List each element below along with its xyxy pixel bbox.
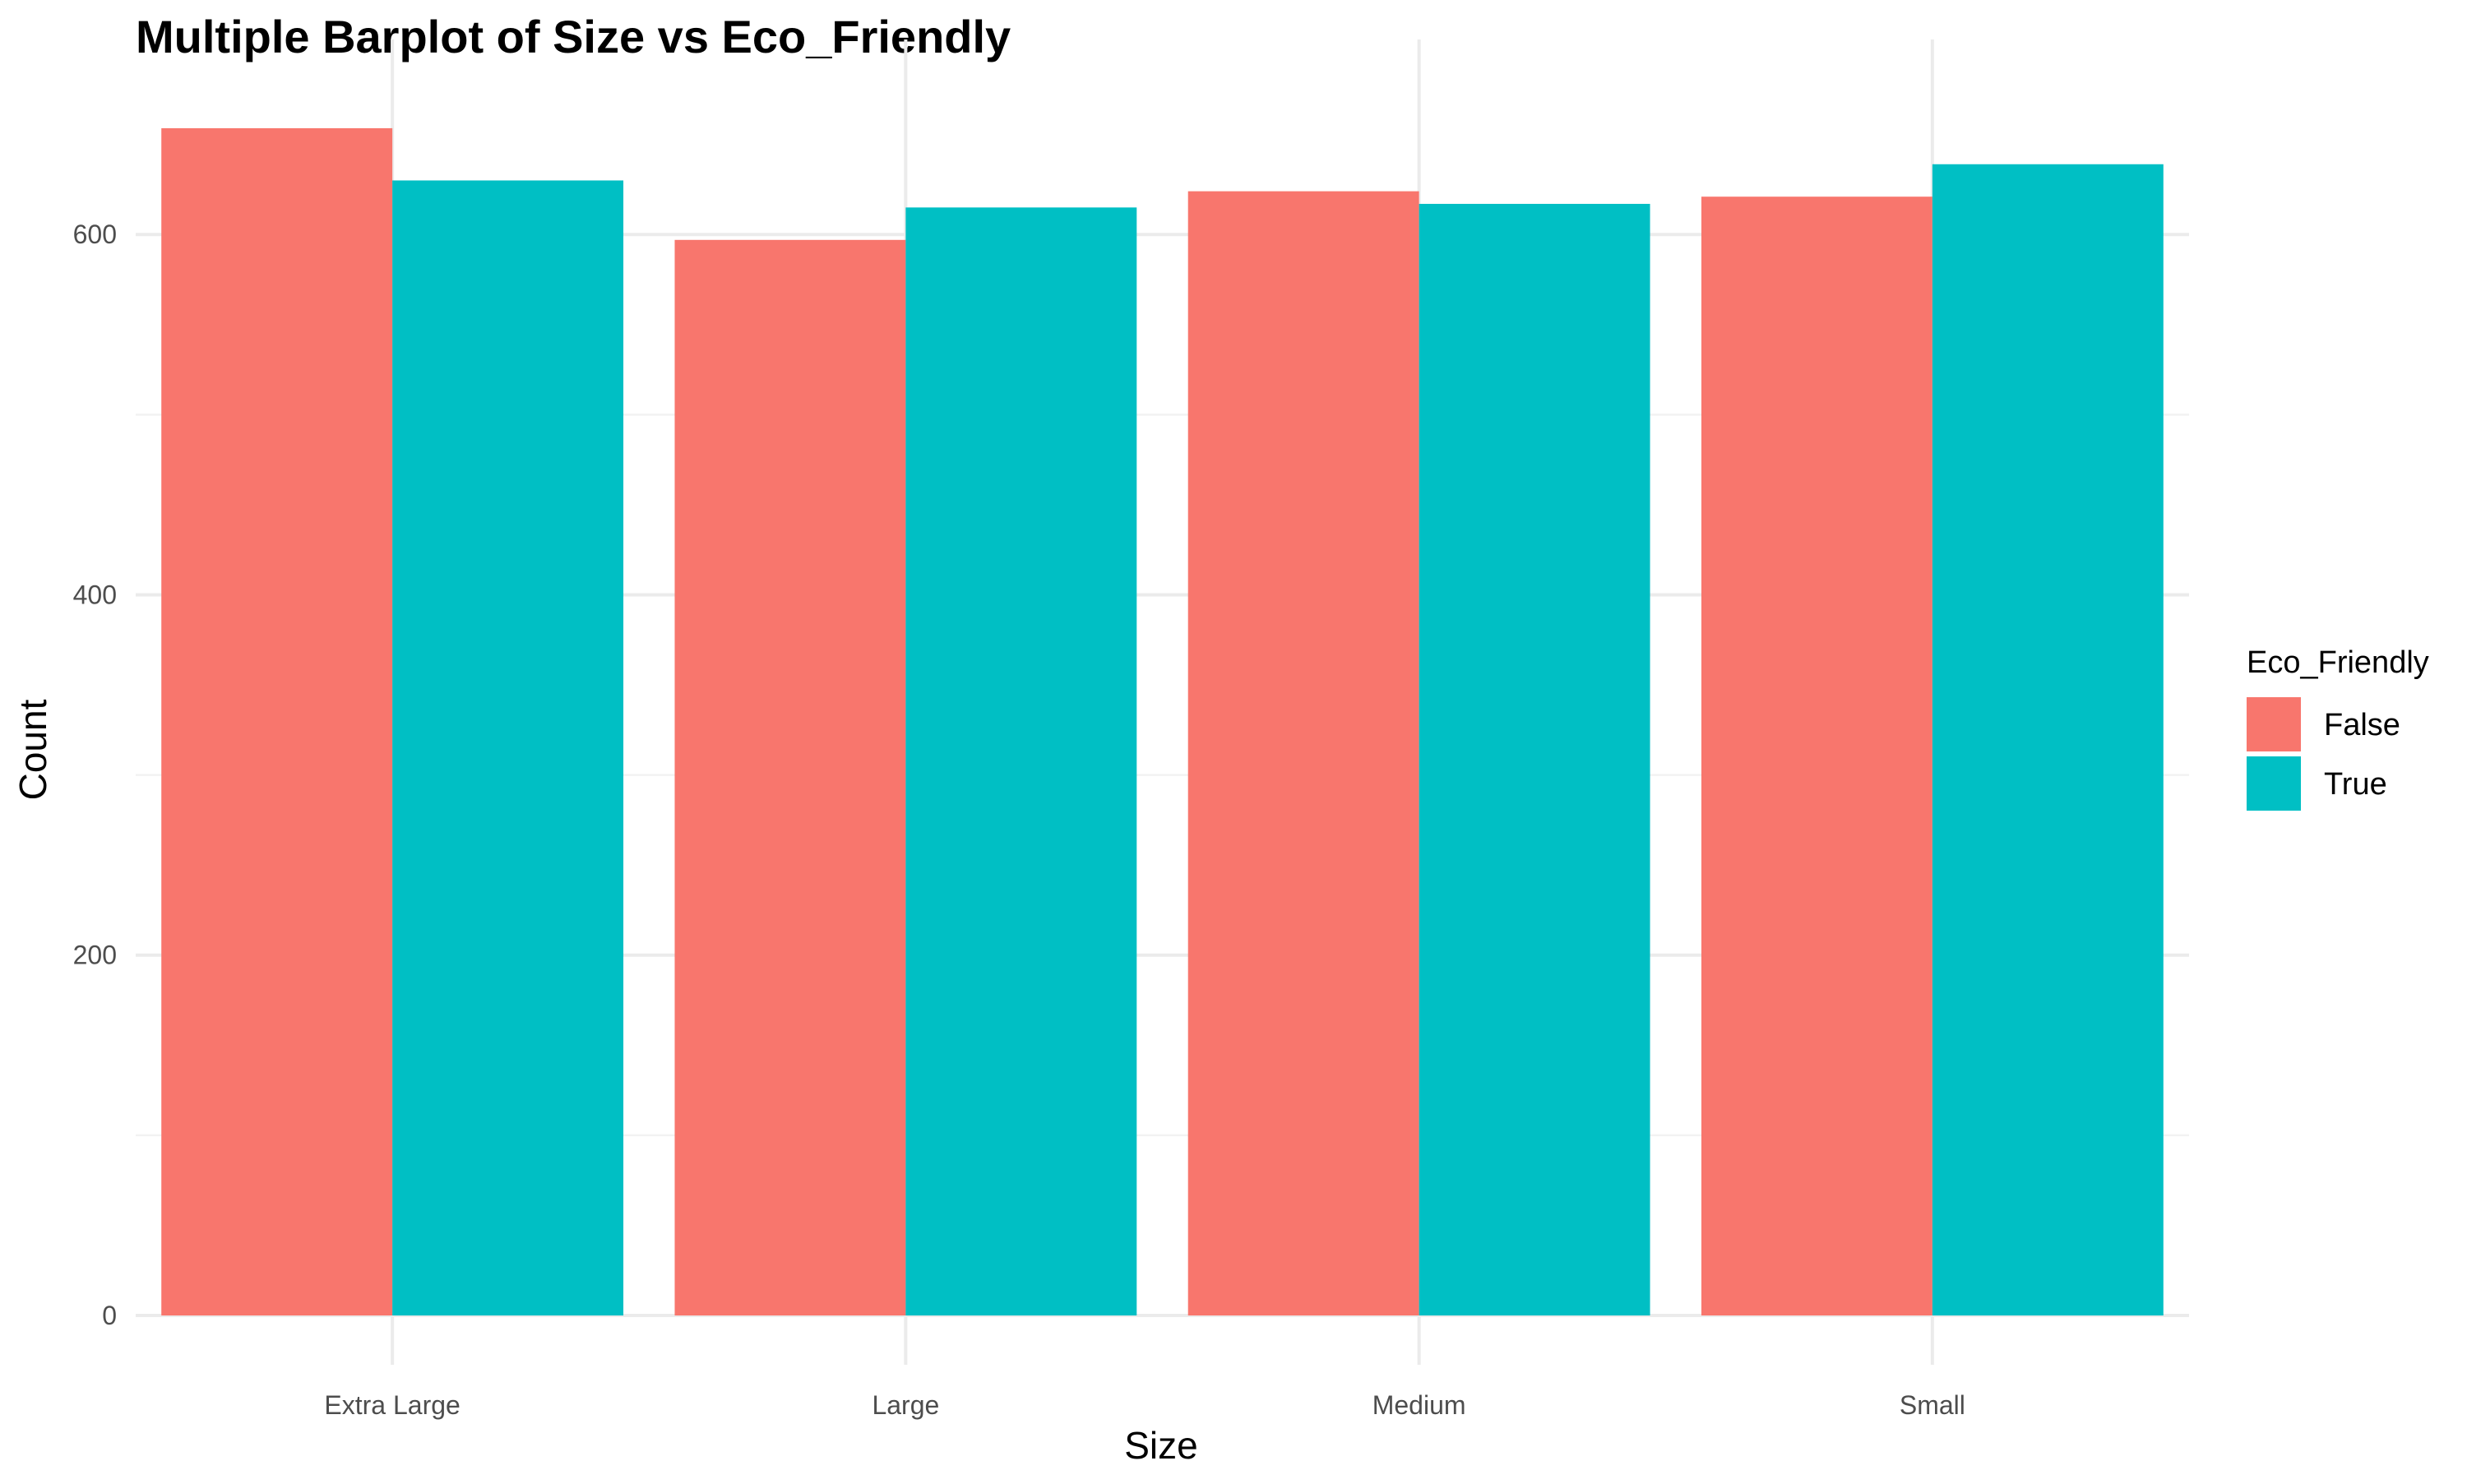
bar-small-false: [1701, 196, 1932, 1316]
legend-items: False True: [2247, 697, 2400, 811]
x-tick-label: Small: [1900, 1390, 1965, 1420]
bars: [161, 127, 2164, 1316]
legend-title: Eco_Friendly: [2247, 645, 2429, 680]
y-tick-label: 200: [73, 941, 117, 970]
legend-swatch-true: [2247, 756, 2301, 811]
y-tick-label: 600: [73, 220, 117, 249]
bar-medium-true: [1419, 203, 1650, 1315]
y-tick-label: 400: [73, 580, 117, 609]
bar-large-false: [674, 239, 906, 1316]
bar-extra-large-true: [392, 180, 624, 1315]
x-tick-label: Extra Large: [324, 1390, 460, 1420]
x-tick-label: Large: [872, 1390, 939, 1420]
y-axis-title: Count: [12, 699, 54, 800]
x-axis-ticks: Extra Large Large Medium Small: [324, 1390, 1965, 1420]
legend-swatch-false: [2247, 697, 2301, 751]
legend-label-true: True: [2324, 767, 2387, 802]
bar-medium-false: [1187, 191, 1419, 1315]
bar-large-true: [905, 207, 1137, 1316]
legend-label-false: False: [2324, 708, 2400, 742]
y-axis-ticks: 0 200 400 600: [73, 220, 117, 1330]
bar-small-true: [1932, 164, 2164, 1316]
chart-title: Multiple Barplot of Size vs Eco_Friendly: [136, 11, 1011, 62]
x-tick-label: Medium: [1372, 1390, 1466, 1420]
bar-extra-large-false: [161, 127, 393, 1316]
y-tick-label: 0: [102, 1301, 117, 1330]
x-axis-title: Size: [1124, 1424, 1197, 1467]
legend: Eco_Friendly False True: [2247, 645, 2429, 811]
